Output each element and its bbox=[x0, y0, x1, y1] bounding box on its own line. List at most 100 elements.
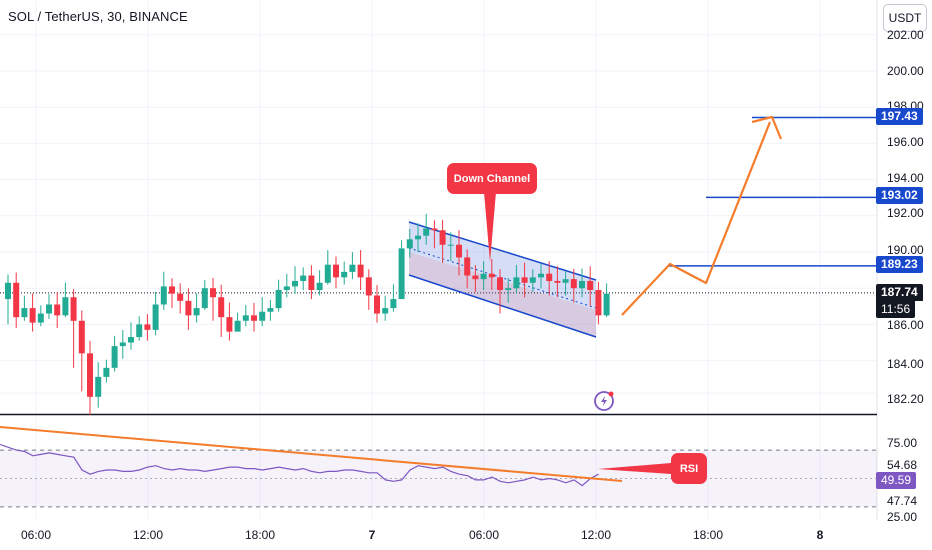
candle-body bbox=[562, 279, 569, 283]
candle-body bbox=[37, 313, 44, 323]
price-axis-label: 184.00 bbox=[887, 357, 924, 371]
candle-body bbox=[103, 367, 110, 377]
candle-body bbox=[193, 308, 200, 316]
candle-body bbox=[431, 228, 438, 231]
candle-body bbox=[456, 244, 462, 258]
rsi-axis-label: 75.00 bbox=[887, 436, 918, 450]
down-channel-callout: Down Channel bbox=[447, 163, 537, 194]
time-axis-label: 7 bbox=[368, 528, 376, 542]
price-axis-label: 192.00 bbox=[887, 206, 924, 220]
time-axis-label: 8 bbox=[816, 528, 824, 542]
candle-body bbox=[300, 275, 307, 281]
candle-body bbox=[488, 273, 495, 278]
candle-body bbox=[374, 295, 380, 314]
candle-body bbox=[529, 277, 536, 283]
rsi-axis-label: 54.68 bbox=[887, 458, 918, 472]
last-price-tag: 187.74 bbox=[876, 284, 923, 301]
candle-body bbox=[62, 297, 69, 316]
symbol-title: SOL / TetherUS, 30, BINANCE bbox=[8, 9, 188, 24]
time-axis-label: 12:00 bbox=[132, 528, 164, 542]
price-pane bbox=[0, 0, 877, 414]
candle-body bbox=[78, 320, 85, 354]
candle-body bbox=[316, 282, 323, 291]
lightning-alert-icon bbox=[594, 391, 614, 411]
candle-body bbox=[554, 280, 561, 283]
price-axis-label: 186.00 bbox=[887, 318, 924, 332]
candle-body bbox=[521, 277, 528, 283]
candle-body bbox=[251, 315, 257, 321]
price-axis-label: 194.00 bbox=[887, 171, 924, 185]
candle-body bbox=[111, 346, 118, 368]
time-axis-label: 18:00 bbox=[244, 528, 276, 542]
projection-arrowhead bbox=[751, 115, 783, 140]
candle-body bbox=[210, 288, 216, 298]
candle-body bbox=[5, 282, 11, 300]
candle-body bbox=[292, 280, 298, 287]
price-axis-label: 196.00 bbox=[887, 135, 924, 149]
rsi-axis-label: 47.74 bbox=[887, 494, 918, 508]
time-axis-label: 06:00 bbox=[20, 528, 52, 542]
candle-body bbox=[398, 248, 405, 300]
price-axis-panel bbox=[877, 0, 932, 550]
candle-body bbox=[128, 337, 134, 343]
candle-body bbox=[415, 235, 421, 240]
candle-body bbox=[218, 297, 225, 318]
target-price-tag: 189.23 bbox=[876, 256, 923, 273]
candle-body bbox=[546, 273, 553, 281]
candle-body bbox=[29, 308, 36, 323]
candle-body bbox=[505, 288, 512, 291]
candle-body bbox=[70, 297, 77, 321]
candle-body bbox=[46, 304, 52, 314]
candle-body bbox=[595, 290, 602, 316]
rsi-line bbox=[0, 443, 599, 487]
candle-body bbox=[439, 230, 446, 245]
candle-body bbox=[13, 282, 20, 318]
candle-body bbox=[570, 279, 577, 289]
candle-body bbox=[587, 280, 594, 291]
candle-body bbox=[54, 304, 61, 316]
candle-body bbox=[382, 308, 389, 314]
target-price-tag: 193.02 bbox=[876, 187, 923, 204]
candle-body bbox=[464, 257, 471, 276]
candle-body bbox=[308, 275, 315, 291]
rsi-trendline bbox=[0, 426, 623, 482]
target-price-tag: 197.43 bbox=[876, 108, 923, 125]
candle-body bbox=[349, 264, 356, 272]
currency-button[interactable]: USDT bbox=[883, 4, 927, 32]
candle-body bbox=[341, 271, 348, 278]
time-axis-label: 12:00 bbox=[580, 528, 612, 542]
candle-body bbox=[160, 286, 167, 305]
channel-fill-lower bbox=[409, 252, 596, 337]
candle-body bbox=[513, 277, 520, 289]
channel-lower-line bbox=[408, 274, 597, 338]
candle-body bbox=[423, 228, 430, 236]
down-channel-pointer bbox=[484, 192, 496, 262]
candle-body bbox=[177, 293, 184, 301]
candle-body bbox=[152, 304, 159, 330]
candle-body bbox=[603, 293, 610, 316]
candle-body bbox=[275, 290, 282, 309]
candle-body bbox=[201, 288, 208, 309]
candle-body bbox=[185, 300, 192, 316]
candle-body bbox=[119, 342, 126, 347]
rsi-current-tag: 49.59 bbox=[876, 472, 917, 489]
candle-body bbox=[144, 324, 151, 330]
candle-body bbox=[324, 264, 331, 283]
candle-body bbox=[169, 286, 175, 294]
rsi-callout: RSI bbox=[671, 453, 707, 484]
candle-body bbox=[365, 277, 372, 296]
candle-body bbox=[226, 317, 233, 332]
candle-body bbox=[259, 311, 266, 321]
candle-body bbox=[283, 286, 290, 291]
candle-body bbox=[95, 376, 102, 397]
candle-body bbox=[497, 277, 503, 291]
candle-body bbox=[333, 264, 339, 278]
candle-body bbox=[87, 353, 93, 397]
candle-body bbox=[234, 320, 241, 332]
candle-body bbox=[480, 273, 487, 280]
price-axis-label: 190.00 bbox=[887, 243, 924, 257]
candle-body bbox=[406, 239, 413, 249]
candle-body bbox=[242, 315, 249, 321]
price-axis-label: 182.20 bbox=[887, 392, 924, 406]
